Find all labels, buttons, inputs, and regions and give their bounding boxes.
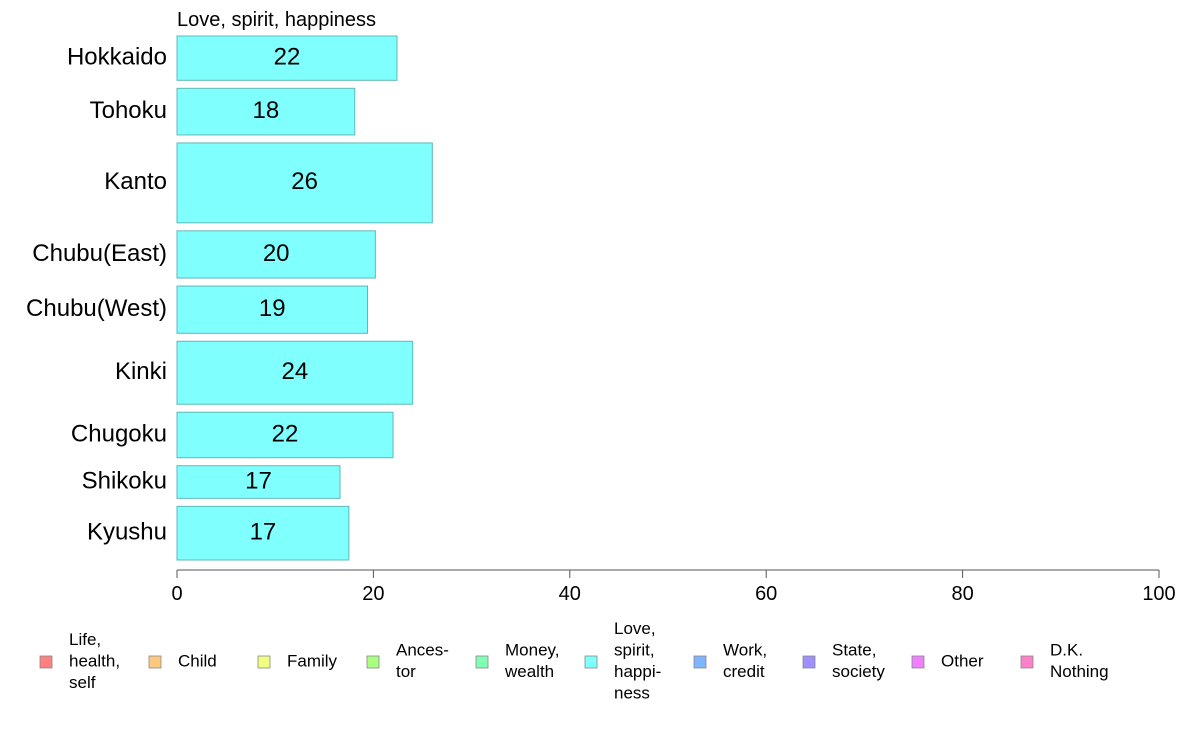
legend-item: Child bbox=[148, 651, 217, 670]
value-label: 24 bbox=[281, 358, 308, 385]
bar bbox=[176, 340, 414, 405]
legend-label: Money, wealth bbox=[504, 641, 560, 682]
legend: Life, health, self Child Family Ances-tor Mone… bbox=[39, 619, 1109, 703]
bar bbox=[176, 411, 394, 459]
bar-group: Hokkaido 22 bbox=[67, 35, 398, 81]
value-label: 22 bbox=[272, 420, 299, 447]
legend-label: D.K. Nothing bbox=[1050, 641, 1109, 682]
legend-label: Love, spirit, happi-ness bbox=[614, 619, 661, 703]
bar-group: Kyushu 17 bbox=[87, 505, 350, 561]
value-label: 18 bbox=[253, 97, 280, 124]
category-label: Kyushu bbox=[87, 519, 167, 546]
legend-item: Family bbox=[257, 651, 338, 670]
legend-item: D.K. Nothing bbox=[1020, 641, 1109, 682]
legend-item: Money, wealth bbox=[475, 641, 560, 682]
legend-swatch bbox=[1020, 655, 1034, 669]
legend-swatch bbox=[693, 655, 707, 669]
bar bbox=[176, 505, 350, 561]
value-label: 17 bbox=[245, 467, 272, 494]
legend-label: Ances-tor bbox=[396, 641, 449, 682]
legend-item: Ances-tor bbox=[366, 641, 449, 682]
category-label: Shikoku bbox=[82, 467, 167, 494]
bar bbox=[176, 142, 433, 224]
bar bbox=[176, 230, 376, 279]
legend-label: Family bbox=[287, 651, 338, 670]
legend-item: Work, credit bbox=[693, 641, 767, 682]
legend-swatch bbox=[257, 655, 271, 669]
value-label: 19 bbox=[259, 295, 286, 322]
legend-swatch bbox=[584, 655, 598, 669]
x-tick-label: 60 bbox=[755, 583, 777, 605]
legend-item: Life, health, self bbox=[39, 630, 120, 692]
value-label: 17 bbox=[250, 519, 277, 546]
category-label: Tohoku bbox=[90, 97, 167, 124]
bar-group: Chugoku 22 bbox=[71, 411, 394, 459]
bar-group: Kanto 26 bbox=[104, 142, 433, 224]
bar bbox=[176, 285, 369, 334]
bar bbox=[176, 35, 398, 81]
legend-swatch bbox=[39, 655, 53, 669]
chart-title: Love, spirit, happiness bbox=[177, 9, 376, 31]
category-label: Hokkaido bbox=[67, 43, 167, 70]
x-tick-label: 80 bbox=[951, 583, 973, 605]
legend-label: Child bbox=[178, 651, 217, 670]
category-label: Kanto bbox=[104, 168, 167, 195]
legend-item: Other bbox=[911, 651, 984, 670]
x-axis: 0 20 40 60 80 100 bbox=[171, 569, 1176, 605]
legend-item: State, society bbox=[802, 641, 885, 682]
bar-group: Shikoku 17 bbox=[82, 465, 341, 499]
x-tick-label: 0 bbox=[171, 583, 182, 605]
bar bbox=[176, 87, 356, 136]
legend-label: Work, credit bbox=[723, 641, 767, 682]
category-label: Kinki bbox=[115, 358, 167, 385]
legend-swatch bbox=[911, 655, 925, 669]
legend-swatch bbox=[802, 655, 816, 669]
value-label: 22 bbox=[274, 43, 301, 70]
bar-group: Chubu(West) 19 bbox=[26, 285, 369, 334]
x-tick-label: 100 bbox=[1142, 583, 1175, 605]
legend-swatch bbox=[475, 655, 489, 669]
bar-group: Tohoku 18 bbox=[90, 87, 356, 136]
category-label: Chugoku bbox=[71, 420, 167, 447]
bar-group: Chubu(East) 20 bbox=[32, 230, 376, 279]
legend-item: Love, spirit, happi-ness bbox=[584, 619, 661, 703]
x-tick-label: 40 bbox=[559, 583, 581, 605]
bar-group: Kinki 24 bbox=[115, 340, 414, 405]
legend-label: Other bbox=[941, 651, 984, 670]
category-label: Chubu(East) bbox=[32, 240, 167, 267]
legend-label: State, society bbox=[832, 641, 885, 682]
legend-label: Life, health, self bbox=[69, 630, 120, 692]
value-label: 20 bbox=[263, 240, 290, 267]
category-label: Chubu(West) bbox=[26, 295, 167, 322]
legend-swatch bbox=[366, 655, 380, 669]
x-tick-label: 20 bbox=[362, 583, 384, 605]
value-label: 26 bbox=[291, 168, 318, 195]
bar bbox=[176, 465, 341, 499]
legend-swatch bbox=[148, 655, 162, 669]
